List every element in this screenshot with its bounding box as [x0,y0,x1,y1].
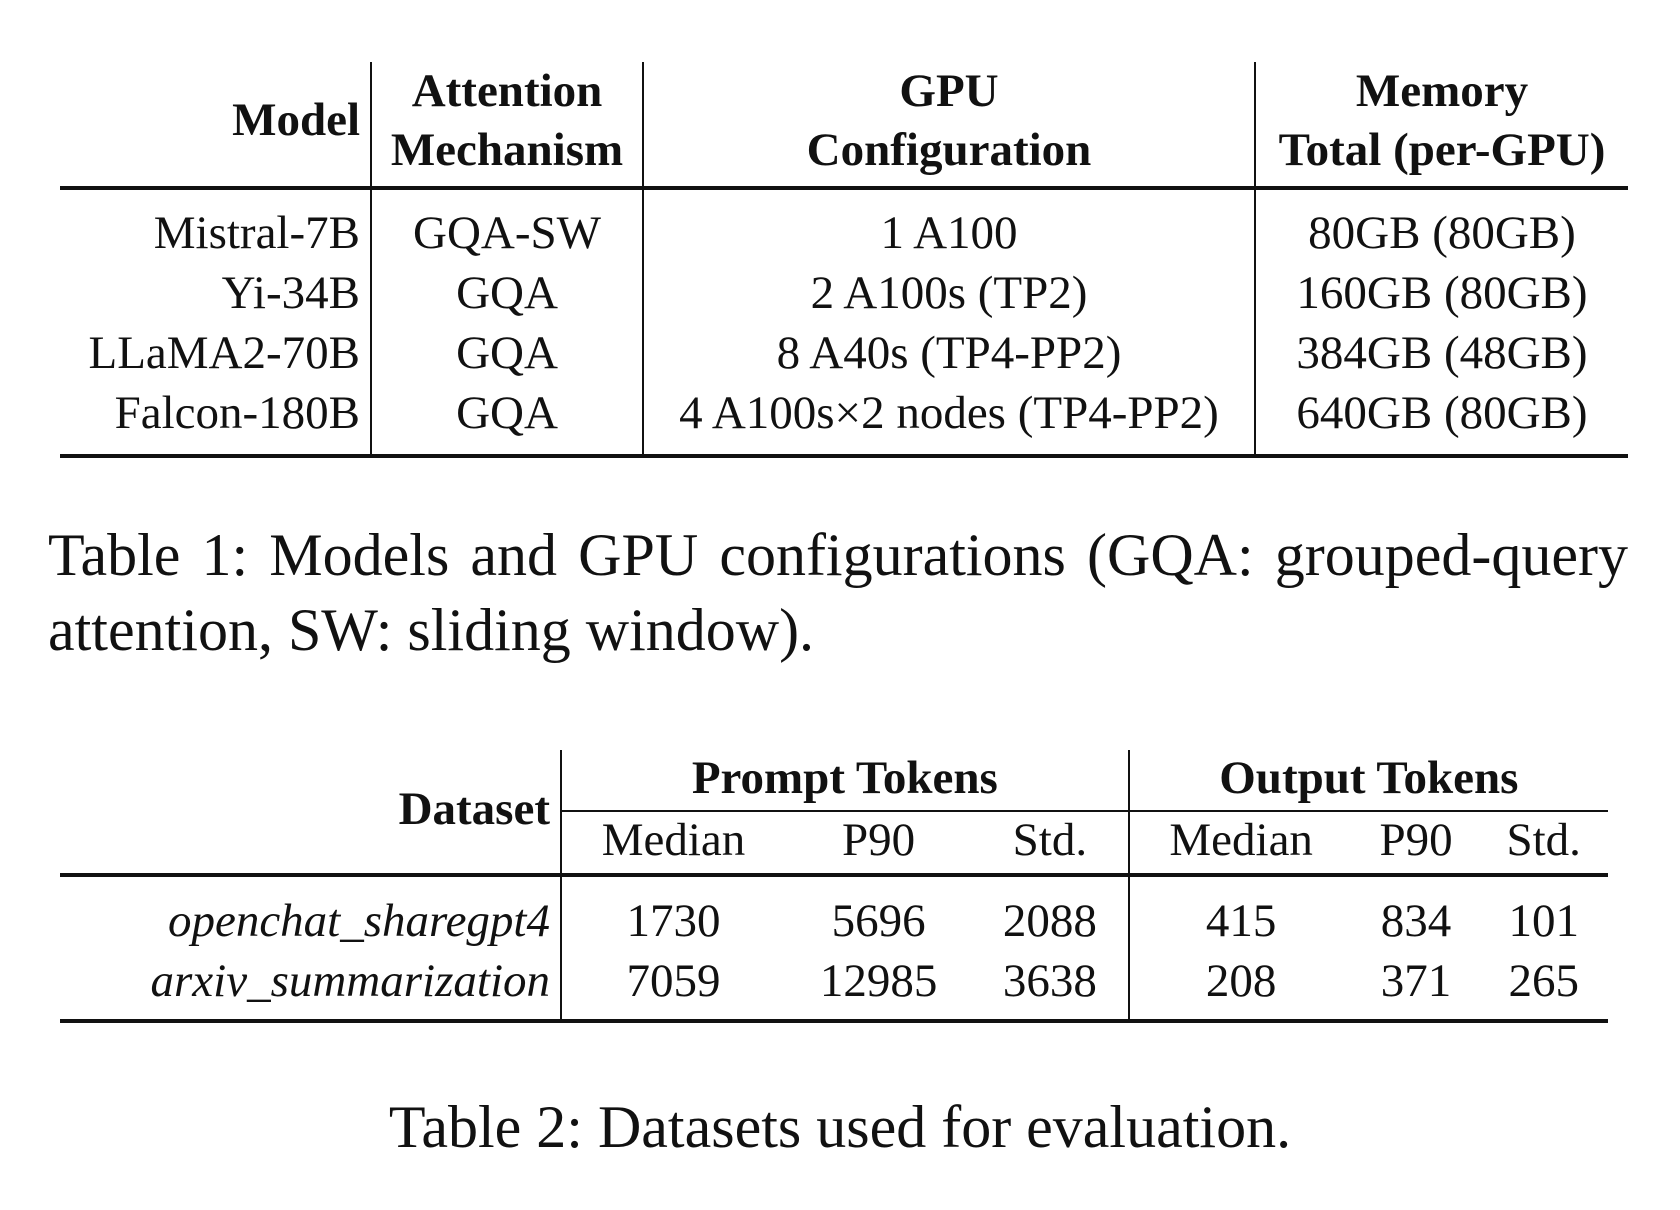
cell-attention: GQA-SW [371,187,644,264]
header-prompt-tokens: Prompt Tokens [561,750,1130,813]
cell-dataset: openchat_sharegpt4 [60,874,562,951]
cell-attention: GQA [371,263,644,324]
header-gpu: GPU Configuration [643,62,1256,188]
cell-memory: 80GB (80GB) [1308,207,1576,260]
cell-prompt-std: 2088 [972,874,1130,951]
cell-prompt-p90: 12985 [819,954,938,1007]
header-prompt-std: Std. [972,811,1130,875]
table-row: arxiv_summarization 7059 12985 3638 208 … [60,950,1608,1021]
cell-model: LLaMA2-70B [60,323,372,384]
cell-output-median: 208 [1205,954,1277,1007]
header-prompt-p90: P90 [842,814,916,867]
table2-caption: Table 2: Datasets used for evaluation. [388,1094,1292,1160]
cell-output-p90: 834 [1380,894,1452,947]
cell-prompt-median: 7059 [626,954,721,1007]
header-attention: Attention Mechanism [371,62,644,188]
cell-memory: 384GB (48GB) [1296,327,1588,380]
table1-caption: Table 1: Models and GPU configurations (… [48,522,1628,663]
cell-model: Mistral-7B [60,187,372,264]
table-row: Mistral-7B GQA-SW 1 A100 80GB (80GB) [60,187,1628,264]
cell-model: Falcon-180B [60,383,372,456]
models-gpu-table: Model Attention Mechanism GPU Configurat… [60,62,1628,458]
table-row: Yi-34B GQA 2 A100s (TP2) 160GB (80GB) [60,263,1628,324]
table1-header-row: Model Attention Mechanism GPU Configurat… [60,62,1628,188]
cell-dataset: arxiv_summarization [60,950,562,1021]
header-dataset: Dataset [60,750,562,875]
header-gpu-line2: Configuration [806,123,1092,176]
header-output-tokens: Output Tokens [1128,750,1608,813]
cell-prompt-p90: 5696 [831,894,926,947]
cell-memory: 160GB (80GB) [1296,267,1588,320]
cell-gpu: 1 A100 [643,187,1256,264]
table-row: openchat_sharegpt4 1730 5696 2088 415 83… [60,874,1608,951]
header-output-p90: P90 [1379,814,1453,867]
cell-model: Yi-34B [60,263,372,324]
header-output-median: Median [1169,814,1313,867]
cell-attention: GQA [371,383,644,456]
table2-group-header-row: Dataset Prompt Tokens Output Tokens [60,750,1608,875]
cell-gpu: 8 A40s (TP4-PP2) [643,323,1256,384]
header-attention-line2: Mechanism [390,123,624,176]
cell-memory: 640GB (80GB) [1296,387,1588,440]
header-gpu-line1: GPU [899,65,999,117]
cell-attention: GQA [371,323,644,384]
datasets-table: Dataset Prompt Tokens Output Tokens Medi… [60,750,1608,1023]
header-prompt-median: Median [601,814,746,867]
cell-prompt-median: 1730 [626,894,721,947]
header-memory: Memory Total (per-GPU) [1255,62,1628,188]
header-attention-line1: Attention [411,65,603,117]
cell-gpu: 4 A100s×2 nodes (TP4-PP2) [643,383,1256,456]
cell-output-p90: 371 [1380,954,1452,1007]
table-row: Falcon-180B GQA 4 A100s×2 nodes (TP4-PP2… [60,383,1628,456]
cell-output-std: 265 [1508,954,1579,1007]
header-output-std: Std. [1506,814,1581,867]
header-model-label: Model [232,94,360,147]
table-row: LLaMA2-70B GQA 8 A40s (TP4-PP2) 384GB (4… [60,323,1628,384]
cell-output-median: 415 [1205,894,1277,947]
header-memory-line2: Total (per-GPU) [1278,123,1606,176]
cell-output-std: 101 [1508,894,1579,947]
cell-gpu: 2 A100s (TP2) [643,263,1256,324]
header-memory-line1: Memory [1355,65,1529,117]
cell-prompt-std: 3638 [972,950,1130,1021]
table2-subheader-row: Median P90 Std. Median P90 Std. [60,811,1608,875]
header-model: Model [60,62,372,188]
